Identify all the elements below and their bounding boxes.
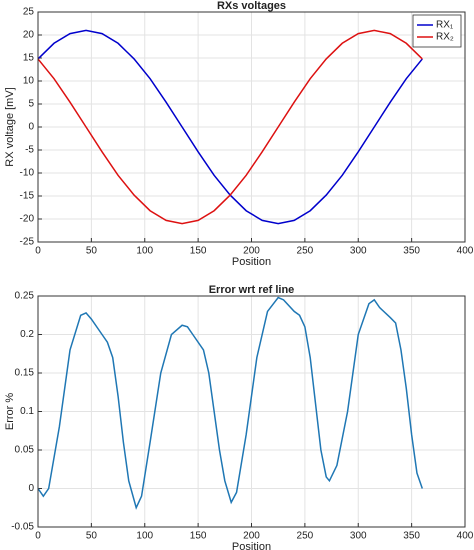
- y-tick-label: 0.15: [15, 368, 35, 379]
- x-tick-label: 0: [35, 531, 41, 542]
- x-tick-label: 100: [136, 246, 153, 257]
- x-tick-label: 300: [350, 531, 367, 542]
- y-tick-label: 0.1: [20, 406, 34, 417]
- x-tick-label: 150: [190, 246, 207, 257]
- x-tick-label: 200: [243, 246, 260, 257]
- x-tick-label: 50: [86, 246, 98, 257]
- y-tick-label: 5: [28, 99, 34, 110]
- y-tick-label: 15: [23, 53, 35, 64]
- x-tick-label: 100: [136, 531, 153, 542]
- legend-label: RX₁: [436, 20, 454, 31]
- chart-title: RXs voltages: [217, 0, 286, 12]
- legend-label: RX₂: [436, 32, 454, 43]
- x-tick-label: 250: [297, 246, 314, 257]
- y-tick-label: 0.25: [15, 291, 35, 302]
- y-tick-label: 0: [28, 122, 34, 133]
- x-axis-label: Position: [232, 256, 271, 268]
- data-line: [37, 296, 424, 510]
- x-tick-label: 400: [457, 246, 474, 257]
- chart-title: Error wrt ref line: [209, 284, 295, 296]
- y-tick-label: -0.05: [11, 522, 34, 533]
- x-tick-label: 350: [403, 246, 420, 257]
- data-line: [37, 29, 423, 225]
- y-axis-label: RX voltage [mV]: [4, 87, 16, 166]
- x-tick-label: 50: [86, 531, 98, 542]
- x-tick-label: 300: [350, 246, 367, 257]
- y-tick-label: -20: [20, 214, 35, 225]
- y-tick-label: 0.05: [15, 445, 35, 456]
- y-axis-label: Error %: [4, 393, 16, 431]
- y-tick-label: 25: [23, 7, 35, 18]
- x-axis-label: Position: [232, 541, 271, 550]
- y-tick-label: -25: [20, 237, 35, 248]
- x-tick-label: 200: [243, 531, 260, 542]
- x-tick-label: 400: [457, 531, 474, 542]
- x-tick-label: 350: [403, 531, 420, 542]
- y-tick-label: 20: [23, 30, 35, 41]
- y-tick-label: -15: [20, 191, 35, 202]
- y-tick-label: 10: [23, 76, 35, 87]
- legend-box: [412, 14, 462, 48]
- y-tick-label: 0: [28, 483, 34, 494]
- plot-frame: [37, 295, 466, 528]
- x-tick-label: 0: [35, 246, 41, 257]
- y-tick-label: -5: [25, 145, 34, 156]
- y-tick-label: -10: [20, 168, 35, 179]
- x-tick-label: 250: [297, 531, 314, 542]
- y-tick-label: 0.2: [20, 329, 34, 340]
- plot-frame: [37, 11, 466, 243]
- x-tick-label: 150: [190, 531, 207, 542]
